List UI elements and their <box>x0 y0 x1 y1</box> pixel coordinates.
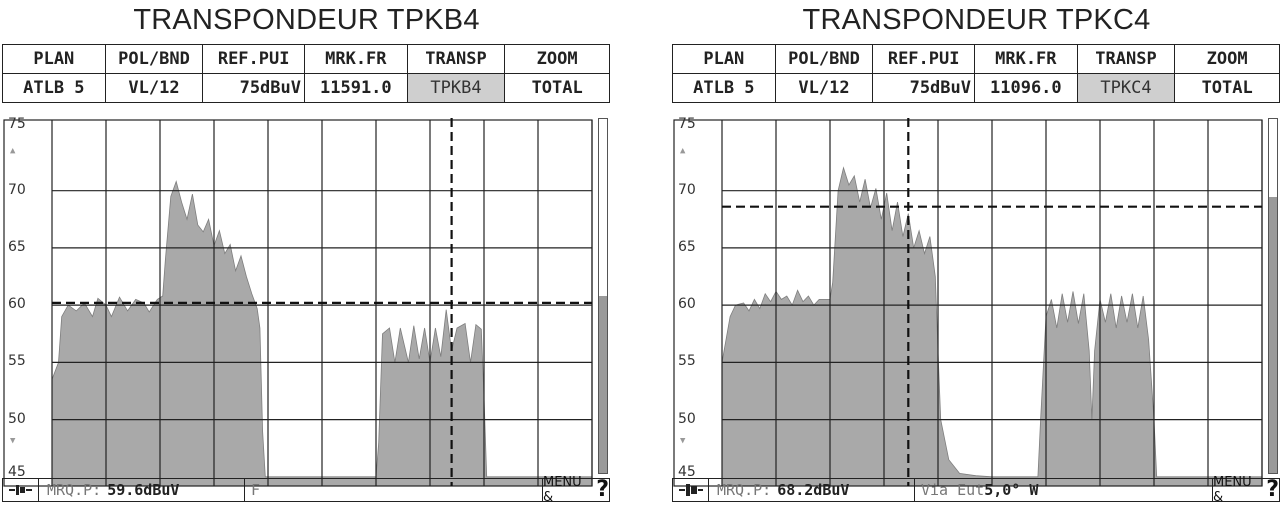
level-bar-fill <box>599 296 607 473</box>
info-text: F <box>251 481 261 499</box>
value-row: ATLB 5 VL/12 75dBuV 11591.0 TPKB4 TOTAL <box>2 73 610 103</box>
value-plan[interactable]: ATLB 5 <box>673 74 776 102</box>
value-transp[interactable]: TPKC4 <box>1077 74 1176 102</box>
header-row: PLAN POL/BND REF.PUI MRK.FR TRANSP ZOOM <box>2 44 610 74</box>
header-pol-bnd[interactable]: POL/BND <box>106 45 204 73</box>
y-tick-label: 60 <box>8 296 26 313</box>
scroll-up-icon[interactable]: ▲ <box>680 146 686 156</box>
info-strong: 5,0° W <box>984 481 1039 499</box>
level-bar-fill <box>1269 196 1277 473</box>
marker-power: MRQ.P: 68.2dBuV <box>709 479 915 501</box>
menu-label: MENU & <box>1213 475 1252 505</box>
info-field: F <box>245 479 543 501</box>
plot-frame <box>673 119 1263 487</box>
y-tick-label: 65 <box>678 238 696 255</box>
y-tick-label: 55 <box>678 353 696 370</box>
footer-bar: MRQ.P: 59.6dBuV F MENU & ? <box>2 475 610 505</box>
marker-power-value: 68.2dBuV <box>777 481 850 499</box>
spectrum-panel-left: TRANSPONDEUR TPKB4 PLAN POL/BND REF.PUI … <box>2 0 611 505</box>
y-tick-label: 65 <box>8 238 26 255</box>
help-icon: ? <box>1266 477 1279 502</box>
header-ref-pui[interactable]: REF.PUI <box>203 45 305 73</box>
marker-power: MRQ.P: 59.6dBuV <box>39 479 245 501</box>
level-bar <box>598 118 608 474</box>
menu-help-button[interactable]: MENU & ? <box>543 475 609 505</box>
value-zoom[interactable]: TOTAL <box>531 78 583 98</box>
menu-help-button[interactable]: MENU & ? <box>1213 475 1279 505</box>
value-ref-pui[interactable]: 75dBuV <box>873 74 975 102</box>
value-row: ATLB 5 VL/12 75dBuV 11096.0 TPKC4 TOTAL <box>672 73 1280 103</box>
spectrum-panel-right: TRANSPONDEUR TPKC4 PLAN POL/BND REF.PUI … <box>672 0 1281 505</box>
value-pol-bnd[interactable]: VL/12 <box>776 74 874 102</box>
spectrum-plot[interactable]: 75 70 65 60 55 50 45 ▲ ▼ <box>672 114 1281 488</box>
info-text: Via Eut <box>921 481 985 499</box>
y-tick-label: 70 <box>8 181 26 198</box>
y-tick-label: 55 <box>8 353 26 370</box>
header-transp[interactable]: TRANSP <box>1078 45 1176 73</box>
header-plan[interactable]: PLAN <box>673 45 776 73</box>
value-mrk-fr[interactable]: 11591.0 <box>305 74 408 102</box>
value-mrk-fr[interactable]: 11096.0 <box>975 74 1078 102</box>
marker-power-label: MRQ.P: <box>47 481 102 499</box>
footer-bar: MRQ.P: 68.2dBuV Via Eut 5,0° W MENU & ? <box>672 475 1280 505</box>
header-mrk-fr[interactable]: MRK.FR <box>975 45 1078 73</box>
value-ref-pui[interactable]: 75dBuV <box>203 74 305 102</box>
header-pol-bnd[interactable]: POL/BND <box>776 45 874 73</box>
y-tick-label: 75 <box>8 116 26 132</box>
y-tick-label: 60 <box>678 296 696 313</box>
y-tick-label: 45 <box>8 464 26 480</box>
antenna-icon[interactable] <box>3 479 39 501</box>
spectrum-trace <box>51 180 593 487</box>
header-row: PLAN POL/BND REF.PUI MRK.FR TRANSP ZOOM <box>672 44 1280 74</box>
header-zoom[interactable]: ZOOM <box>1206 49 1248 69</box>
spectrum-svg <box>673 118 1263 487</box>
spectrum-plot[interactable]: 75 70 65 60 55 50 45 ▲ ▼ <box>2 114 611 488</box>
header-plan[interactable]: PLAN <box>3 45 106 73</box>
antenna-icon[interactable] <box>673 479 709 501</box>
value-pol-bnd[interactable]: VL/12 <box>106 74 204 102</box>
y-tick-label: 70 <box>678 181 696 198</box>
panel-title: TRANSPONDEUR TPKC4 <box>802 4 1151 36</box>
scroll-down-icon[interactable]: ▼ <box>680 436 686 446</box>
value-zoom[interactable]: TOTAL <box>1201 78 1253 98</box>
help-icon: ? <box>596 477 609 502</box>
marker-power-label: MRQ.P: <box>717 481 772 499</box>
header-zoom[interactable]: ZOOM <box>536 49 578 69</box>
panel-title: TRANSPONDEUR TPKB4 <box>133 4 480 36</box>
value-transp[interactable]: TPKB4 <box>407 74 506 102</box>
header-transp[interactable]: TRANSP <box>408 45 506 73</box>
menu-label: MENU & <box>543 475 582 505</box>
level-bar <box>1268 118 1278 474</box>
header-ref-pui[interactable]: REF.PUI <box>873 45 975 73</box>
scroll-down-icon[interactable]: ▼ <box>10 436 16 446</box>
y-tick-label: 45 <box>678 464 696 480</box>
y-tick-label: 50 <box>8 410 26 427</box>
scroll-up-icon[interactable]: ▲ <box>10 146 16 156</box>
value-plan[interactable]: ATLB 5 <box>3 74 106 102</box>
marker-power-value: 59.6dBuV <box>107 481 180 499</box>
header-mrk-fr[interactable]: MRK.FR <box>305 45 408 73</box>
y-tick-label: 75 <box>678 116 696 132</box>
info-field: Via Eut 5,0° W <box>915 479 1213 501</box>
y-tick-label: 50 <box>678 410 696 427</box>
spectrum-svg <box>3 118 593 487</box>
